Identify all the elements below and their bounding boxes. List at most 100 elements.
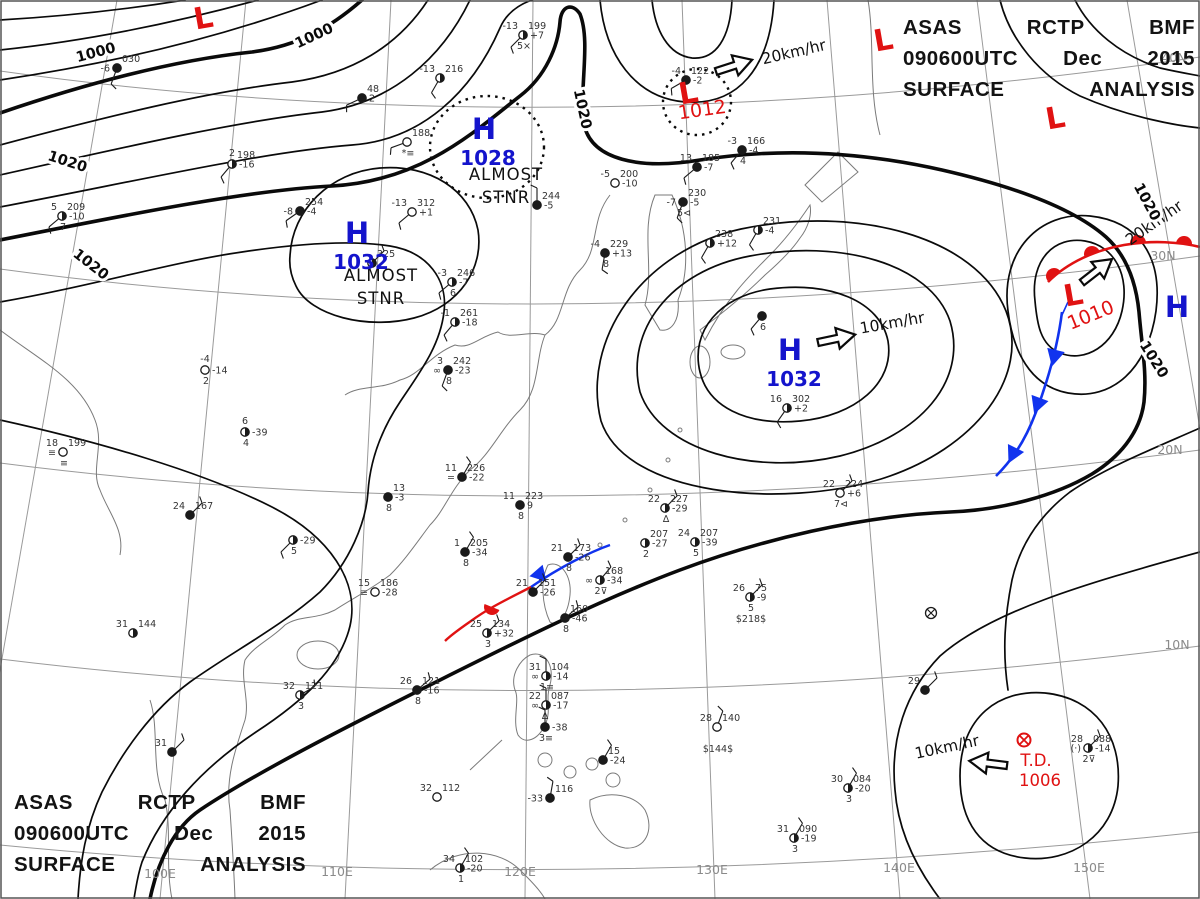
station-value: 18 (46, 438, 58, 449)
station-value: 31 (777, 824, 789, 835)
title-line-1: ASAS RCTP BMF (14, 791, 306, 814)
station-value: -26 (575, 553, 591, 564)
station-plot: 22 227-29∆ (648, 489, 688, 525)
station-circle-icon (712, 722, 722, 732)
station-value: 238 (715, 229, 733, 240)
longitude-label: 130E (696, 862, 728, 877)
station-value: +1 (419, 208, 433, 219)
station-value: 22 (529, 691, 541, 702)
station-value: 200 (620, 169, 638, 180)
station-circle-icon (112, 63, 122, 73)
station-value: 186 (380, 578, 398, 589)
station-value: 5 (748, 603, 754, 614)
station-value: $218$ (736, 614, 766, 625)
warm-front-symbols (1046, 235, 1192, 281)
station-value: -13 (391, 198, 407, 209)
station-value: 160 (570, 604, 588, 615)
station-plot: 26 121-168 (400, 672, 440, 707)
station-plot: -7 230-55⊲ (667, 188, 706, 224)
movement-speed-label: 10km/hr (913, 731, 981, 762)
station-plot: 21 151-26 (516, 573, 556, 599)
wind-barb-icon (730, 162, 735, 170)
station-value: 140 (722, 713, 740, 724)
station-value: 13 (393, 483, 405, 494)
wind-barb-icon (849, 474, 853, 482)
station-value: -39 (252, 428, 268, 439)
station-plot: ∞ 168-342⊽ (585, 560, 623, 597)
wind-barb-icon (464, 847, 469, 854)
wind-barb-icon (539, 655, 547, 660)
station-value: -4 (765, 226, 774, 237)
station-circle-icon (600, 248, 610, 258)
station-value: 207 (650, 529, 668, 540)
station-plot: 24 167 (173, 496, 213, 520)
almost-stnr-annotation: STNR (357, 289, 405, 308)
movement-arrow-icon (814, 323, 859, 354)
wind-barb-icon (852, 767, 857, 774)
station-plot: ∞31 104-141≡ (529, 655, 569, 693)
station-value: -19 (801, 834, 817, 845)
station-circle-icon (295, 206, 305, 216)
station-circle-icon (58, 447, 68, 457)
station-value: -16 (239, 160, 255, 171)
station-plot: 25 134+323 (470, 614, 514, 650)
station-value: 207 (700, 528, 718, 539)
wind-barb-icon (701, 257, 706, 264)
station-value: 9 (527, 501, 533, 512)
station-value: 5× (517, 41, 531, 52)
station-plot: ∞22 087-17 (529, 684, 569, 712)
isobar-label: 1020 (70, 246, 112, 283)
station-value: 224 (845, 479, 863, 490)
station-plot: 238+12 (701, 229, 737, 264)
station-value: -27 (652, 539, 668, 550)
station-value: 34 (443, 854, 455, 865)
movement-speed-label: 10km/hr (858, 308, 926, 337)
station-value: 209 (67, 202, 85, 213)
stationary-front-triangle (529, 564, 547, 582)
station-value: +32 (494, 629, 514, 640)
high-center-symbol: H (1165, 290, 1189, 324)
station-circle-icon (737, 145, 747, 155)
station-value: 244 (542, 191, 560, 202)
station-plot: 231-4 (749, 216, 781, 251)
station-value: 7⊲ (834, 499, 848, 510)
station-value: -7 (667, 198, 676, 209)
station-value: 242 (453, 356, 471, 367)
station-plot: ≡15 186-28 (358, 578, 398, 599)
station-value: -3 (728, 136, 737, 147)
station-plot: 30 084-203 (831, 767, 871, 805)
station-value: -34 (607, 576, 623, 587)
station-value: 32 (420, 783, 432, 794)
station-plot: 24 207-395 (678, 528, 718, 559)
isobar-label: 1020 (570, 88, 594, 131)
longitude-label: 110E (321, 864, 353, 879)
station-value: 25 (470, 619, 482, 630)
station-plot: ∞3 242-238 (433, 356, 471, 392)
wind-barb-icon (607, 739, 612, 746)
station-value: 3≡ (539, 733, 553, 744)
station-circle-icon (357, 93, 367, 103)
high-center-value: 1028 (460, 146, 516, 170)
station-plot: 21 173-268 (551, 538, 591, 574)
station-value: 8 (386, 503, 392, 514)
station-value: ∆ (541, 711, 549, 722)
station-value: +2 (794, 404, 808, 415)
station-value: ∞ (531, 701, 539, 712)
station-value: 168 (605, 566, 623, 577)
station-value: 24 (173, 501, 185, 512)
station-plot: 32 112 (420, 783, 460, 802)
wind-barb-icon (496, 614, 500, 622)
station-value: $144$ (703, 744, 733, 755)
station-plot: 2 198-16 (220, 148, 255, 184)
latitude-label: 40N (1161, 50, 1186, 65)
station-value: 166 (747, 136, 765, 147)
station-plot: 13 185-7 (680, 153, 720, 185)
station-value: 6 (242, 416, 248, 427)
station-value: 22 (648, 494, 660, 505)
station-value: 216 (445, 64, 463, 75)
station-value: -26 (540, 588, 556, 599)
latitude-label: 10N (1164, 637, 1189, 652)
station-plot: 325 (367, 244, 395, 268)
